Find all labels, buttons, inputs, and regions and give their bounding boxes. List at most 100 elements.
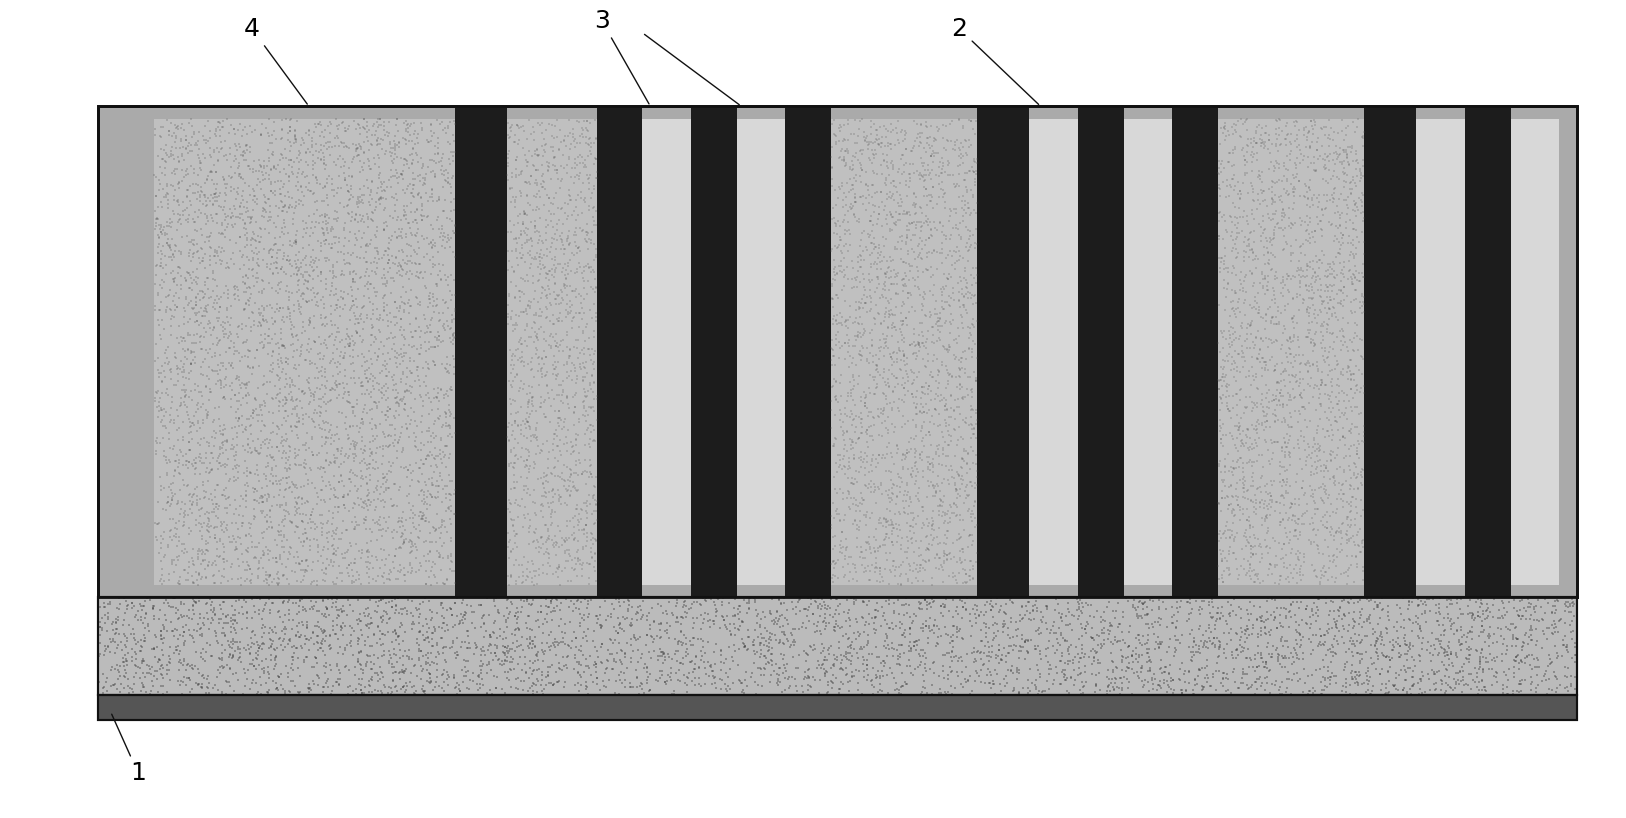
- Point: [359, 429, 385, 442]
- Point: [1270, 135, 1296, 148]
- Point: [1470, 605, 1496, 618]
- Point: [945, 321, 971, 335]
- Point: [646, 144, 672, 157]
- Point: [176, 110, 202, 124]
- Point: [296, 260, 322, 273]
- Point: [634, 660, 660, 673]
- Point: [1421, 182, 1447, 195]
- Point: [91, 596, 117, 609]
- Point: [174, 712, 200, 725]
- Point: [699, 670, 725, 683]
- Point: [465, 699, 491, 712]
- Point: [356, 474, 382, 487]
- Point: [1434, 112, 1460, 125]
- Point: [1514, 405, 1540, 418]
- Point: [1537, 339, 1563, 353]
- Point: [226, 586, 252, 599]
- Point: [1361, 694, 1387, 707]
- Point: [1076, 703, 1102, 717]
- Point: [470, 703, 496, 717]
- Point: [1335, 141, 1361, 154]
- Point: [964, 465, 990, 478]
- Point: [255, 672, 281, 685]
- Point: [1224, 499, 1250, 512]
- Point: [1467, 650, 1493, 663]
- Point: [324, 281, 350, 294]
- Point: [1506, 609, 1532, 622]
- Point: [163, 430, 189, 443]
- Point: [707, 124, 733, 137]
- Point: [1148, 555, 1174, 569]
- Point: [862, 374, 888, 387]
- Point: [1039, 564, 1065, 577]
- Point: [1138, 460, 1164, 473]
- Point: [283, 691, 309, 704]
- Point: [1249, 651, 1275, 664]
- Point: [797, 679, 823, 692]
- Point: [837, 477, 863, 490]
- Point: [933, 342, 959, 355]
- Point: [1046, 158, 1072, 171]
- Point: [958, 106, 984, 119]
- Point: [875, 238, 901, 251]
- Point: [1530, 340, 1556, 353]
- Point: [730, 693, 756, 706]
- Point: [696, 518, 722, 531]
- Point: [159, 476, 185, 489]
- Point: [408, 565, 434, 578]
- Point: [1236, 233, 1262, 246]
- Point: [1031, 706, 1057, 719]
- Point: [1255, 395, 1281, 408]
- Point: [868, 620, 894, 633]
- Point: [1146, 229, 1172, 242]
- Point: [1416, 491, 1442, 504]
- Point: [1337, 353, 1363, 366]
- Point: [1410, 429, 1436, 442]
- Point: [418, 488, 444, 501]
- Point: [494, 246, 520, 259]
- Point: [1454, 510, 1480, 524]
- Point: [883, 243, 909, 256]
- Point: [332, 352, 358, 365]
- Point: [1054, 333, 1080, 346]
- Point: [1020, 604, 1046, 617]
- Point: [1411, 334, 1437, 347]
- Point: [340, 187, 366, 200]
- Point: [1390, 684, 1416, 697]
- Point: [337, 225, 363, 238]
- Point: [1444, 455, 1470, 468]
- Point: [533, 380, 559, 393]
- Point: [730, 616, 756, 629]
- Point: [758, 196, 784, 209]
- Point: [885, 593, 911, 606]
- Point: [1439, 511, 1465, 524]
- Point: [589, 622, 615, 635]
- Point: [537, 628, 563, 641]
- Point: [524, 366, 550, 379]
- Point: [507, 284, 533, 297]
- Point: [207, 456, 233, 469]
- Point: [911, 500, 937, 513]
- Point: [379, 155, 405, 168]
- Point: [447, 617, 473, 630]
- Point: [1241, 236, 1267, 249]
- Point: [1535, 120, 1561, 133]
- Point: [1259, 677, 1285, 690]
- Point: [169, 269, 195, 282]
- Point: [1514, 627, 1540, 640]
- Point: [1419, 480, 1446, 493]
- Point: [792, 689, 818, 702]
- Point: [1369, 631, 1395, 644]
- Point: [528, 679, 554, 692]
- Point: [1267, 114, 1293, 127]
- Point: [379, 660, 405, 673]
- Point: [735, 130, 761, 143]
- Point: [1288, 563, 1314, 576]
- Point: [525, 614, 551, 627]
- Point: [831, 438, 857, 452]
- Point: [1406, 654, 1433, 667]
- Point: [1260, 640, 1286, 653]
- Point: [540, 305, 566, 318]
- Point: [1281, 190, 1307, 203]
- Point: [1293, 602, 1319, 615]
